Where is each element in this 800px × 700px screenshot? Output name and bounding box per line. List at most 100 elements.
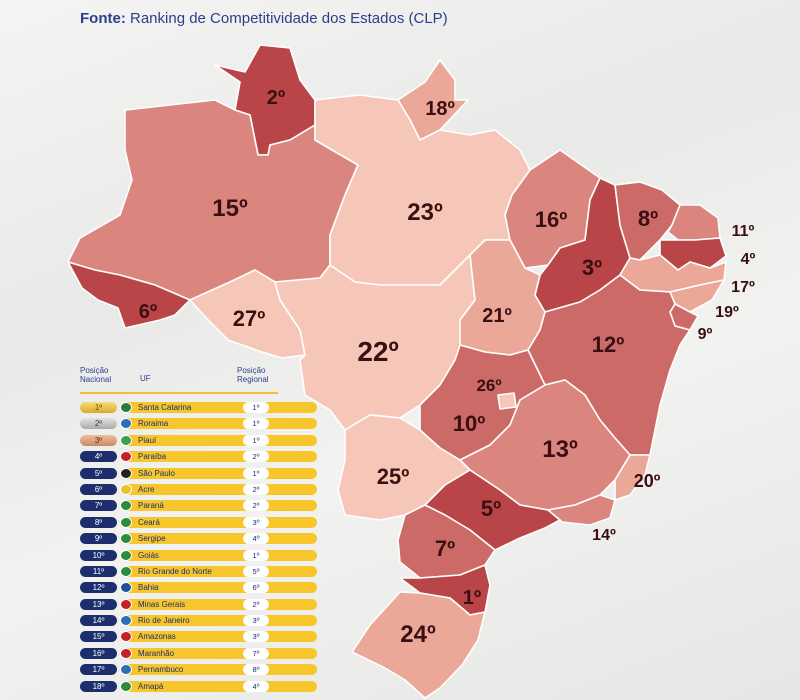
table-row: Rio de Janeiro 14º 3º	[80, 613, 317, 629]
national-position: 8º	[80, 516, 117, 528]
rank-label-se: 9º	[698, 326, 713, 343]
national-position: 5º	[80, 467, 117, 479]
uf-name: Amapá	[124, 680, 317, 692]
state-flag-icon	[120, 615, 132, 627]
rank-label-mt: 22º	[357, 336, 398, 367]
national-position: 12º	[80, 582, 117, 594]
uf-name: Amazonas	[124, 631, 317, 643]
uf-name: Acre	[124, 483, 317, 495]
table-row: Amapá 18º 4º	[80, 679, 317, 695]
uf-name: Pernambuco	[124, 664, 317, 676]
uf-name: Paraíba	[124, 451, 317, 463]
rank-label-rr: 2º	[267, 87, 285, 109]
state-ce[interactable]	[614, 181, 681, 261]
uf-name: Rio de Janeiro	[124, 615, 317, 627]
state-flag-icon	[120, 549, 132, 561]
state-flag-icon	[120, 402, 132, 413]
uf-name: Minas Gerais	[124, 598, 317, 610]
uf-name: Bahia	[124, 582, 317, 594]
national-position: 1º	[80, 402, 117, 413]
regional-position: 2º	[243, 451, 269, 463]
state-flag-icon	[120, 533, 132, 545]
ranking-rows: Santa Catarina 1º 1º Roraima 2º 1º Piauí 3º 1º Pa…	[80, 400, 317, 695]
rank-label-ce: 8º	[638, 206, 658, 231]
regional-position: 3º	[243, 516, 269, 528]
national-position: 14º	[80, 615, 117, 627]
source-label: Fonte:	[80, 10, 126, 27]
table-row: Maranhão 16º 7º	[80, 646, 317, 662]
uf-name: Rio Grande do Norte	[124, 565, 317, 577]
regional-position: 4º	[243, 533, 269, 545]
table-row: Sergipe 9º 4º	[80, 531, 317, 547]
rank-label-am: 15º	[212, 195, 248, 222]
table-row: Goiás 10º 1º	[80, 548, 317, 564]
national-position: 9º	[80, 533, 117, 545]
rank-label-sp: 5º	[481, 496, 501, 521]
regional-position: 8º	[243, 664, 269, 676]
rank-label-df: 26º	[476, 376, 501, 395]
ranking-header: Posição Nacional UF Posição Regional	[80, 364, 278, 390]
rank-label-rs: 24º	[400, 621, 436, 648]
regional-position: 2º	[243, 500, 269, 512]
national-position: 6º	[80, 483, 117, 495]
state-flag-icon	[120, 647, 132, 659]
table-row: Amazonas 15º 3º	[80, 629, 317, 645]
regional-position: 3º	[243, 631, 269, 643]
table-row: Santa Catarina 1º 1º	[80, 400, 317, 416]
state-flag-icon	[120, 582, 132, 594]
national-position: 10º	[80, 549, 117, 561]
uf-name: Roraima	[124, 418, 317, 430]
national-position: 17º	[80, 664, 117, 676]
rank-label-go: 10º	[453, 411, 486, 436]
state-rs[interactable]	[351, 591, 486, 699]
regional-position: 1º	[243, 434, 269, 446]
rank-label-pr: 7º	[435, 536, 455, 561]
state-es[interactable]	[614, 454, 651, 501]
national-position: 15º	[80, 631, 117, 643]
state-rj[interactable]	[547, 494, 616, 526]
regional-position: 2º	[243, 483, 269, 495]
rank-label-ma: 16º	[535, 207, 568, 232]
state-flag-icon	[120, 680, 132, 692]
regional-position: 1º	[243, 402, 269, 413]
state-flag-icon	[120, 631, 132, 643]
rank-label-ba: 12º	[592, 332, 625, 357]
state-flag-icon	[120, 418, 132, 430]
state-flag-icon	[120, 516, 132, 528]
uf-name: Piauí	[124, 434, 317, 446]
rank-label-ap: 18º	[425, 98, 455, 120]
uf-name: Sergipe	[124, 533, 317, 545]
col-uf-header: UF	[140, 374, 151, 383]
regional-position: 3º	[243, 615, 269, 627]
national-position: 13º	[80, 598, 117, 610]
rank-label-sc: 1º	[463, 587, 481, 609]
table-row: Paraíba 4º 2º	[80, 449, 317, 465]
state-flag-icon	[120, 565, 132, 577]
national-position: 18º	[80, 680, 117, 692]
state-df[interactable]	[497, 392, 517, 410]
rank-label-to: 21º	[482, 305, 512, 327]
state-flag-icon	[120, 434, 132, 446]
col-regional-header: Posição Regional	[237, 366, 269, 384]
uf-name: Goiás	[124, 549, 317, 561]
table-row: Minas Gerais 13º 2º	[80, 597, 317, 613]
state-ac[interactable]	[67, 261, 191, 329]
regional-position: 1º	[243, 549, 269, 561]
national-position: 3º	[80, 434, 117, 446]
rank-label-rn: 11º	[732, 223, 755, 240]
rank-label-ac: 6º	[139, 301, 157, 323]
source-text: Ranking de Competitividade dos Estados (…	[130, 10, 448, 27]
col-national-header: Posição Nacional	[80, 366, 112, 384]
national-position: 11º	[80, 565, 117, 577]
regional-position: 2º	[243, 598, 269, 610]
rank-label-ms: 25º	[377, 464, 410, 489]
table-row: Paraná 7º 2º	[80, 498, 317, 514]
table-row: Ceará 8º 3º	[80, 515, 317, 531]
table-row: Acre 6º 2º	[80, 482, 317, 498]
state-flag-icon	[120, 664, 132, 676]
rank-label-mg: 13º	[542, 436, 578, 463]
regional-position: 1º	[243, 467, 269, 479]
rank-label-al: 19º	[715, 304, 739, 321]
header-divider	[80, 392, 278, 394]
